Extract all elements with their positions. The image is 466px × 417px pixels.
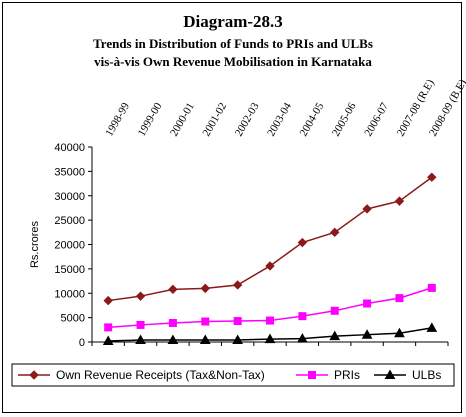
legend-entry-2: ULBs (412, 368, 441, 382)
data-point-series-2 (361, 329, 373, 339)
data-point-series-0 (394, 196, 405, 206)
chart-subtitle-line-1: Trends in Distribution of Funds to PRIs … (93, 36, 373, 51)
data-point-series-1 (298, 312, 307, 321)
data-point-series-2 (426, 322, 438, 332)
chart-title: Diagram-28.3 (183, 12, 283, 31)
data-point-series-1 (136, 320, 145, 329)
data-point-series-1 (363, 299, 372, 308)
data-point-series-0 (427, 172, 437, 182)
legend-swatch-marker-0 (29, 370, 39, 380)
y-tick-label: 20000 (54, 240, 85, 252)
data-point-series-0 (200, 283, 210, 294)
y-tick-label: 35000 (54, 166, 85, 178)
legend-swatch-marker-2 (384, 369, 396, 379)
data-point-series-1 (330, 306, 339, 315)
x-category-label: 2000-01 (168, 101, 197, 139)
y-tick-label: 5000 (61, 313, 85, 325)
data-point-series-2 (232, 334, 243, 345)
data-point-series-0 (168, 284, 178, 295)
data-point-series-0 (297, 237, 308, 248)
legend-entry-1: PRIs (334, 368, 360, 382)
y-tick-label: 15000 (54, 264, 85, 276)
x-category-label: 2004-05 (298, 100, 327, 138)
x-category-label: 2005-06 (330, 100, 359, 138)
data-point-series-1 (104, 323, 113, 332)
chart-frame (2, 2, 462, 413)
data-point-series-2 (102, 335, 114, 346)
x-category-label: 2006-07 (362, 100, 391, 138)
data-point-series-0 (265, 261, 275, 271)
y-tick-label: 30000 (54, 191, 85, 203)
data-point-series-2 (394, 327, 405, 338)
data-point-series-0 (232, 280, 243, 290)
y-tick-label: 40000 (54, 142, 85, 154)
chart-subtitle-line-2: vis-à-vis Own Revenue Mobilisation in Ka… (94, 54, 372, 69)
data-point-series-0 (103, 295, 113, 306)
data-point-series-1 (266, 316, 274, 325)
data-point-series-2 (297, 333, 308, 343)
x-category-label: 2003-04 (265, 100, 294, 138)
data-point-series-0 (362, 204, 372, 214)
x-category-label: 2002-03 (233, 100, 262, 138)
x-category-label: 1999-00 (136, 100, 165, 138)
y-tick-label: 0 (79, 337, 85, 349)
data-point-series-2 (199, 334, 211, 345)
data-point-series-2 (135, 334, 146, 345)
data-point-series-0 (135, 291, 146, 301)
legend-swatch-marker-1 (308, 371, 316, 379)
y-tick-label: 10000 (54, 288, 85, 300)
data-point-series-0 (330, 227, 340, 238)
legend-entry-0: Own Revenue Receipts (Tax&Non-Tax) (56, 368, 265, 382)
legend-box (11, 363, 455, 387)
data-point-series-1 (427, 283, 436, 292)
x-category-label: 2001-02 (200, 101, 229, 139)
series-line-0 (108, 176, 433, 302)
y-axis-label: Rs.crores (29, 220, 41, 268)
data-point-series-1 (201, 317, 210, 326)
data-point-series-1 (395, 294, 404, 303)
x-category-label: 1998-99 (103, 100, 132, 138)
y-tick-label: 25000 (54, 215, 85, 227)
data-point-series-2 (167, 334, 179, 345)
data-point-series-2 (329, 330, 341, 341)
data-point-series-2 (264, 333, 276, 344)
data-point-series-1 (168, 318, 177, 327)
data-point-series-1 (233, 317, 242, 326)
